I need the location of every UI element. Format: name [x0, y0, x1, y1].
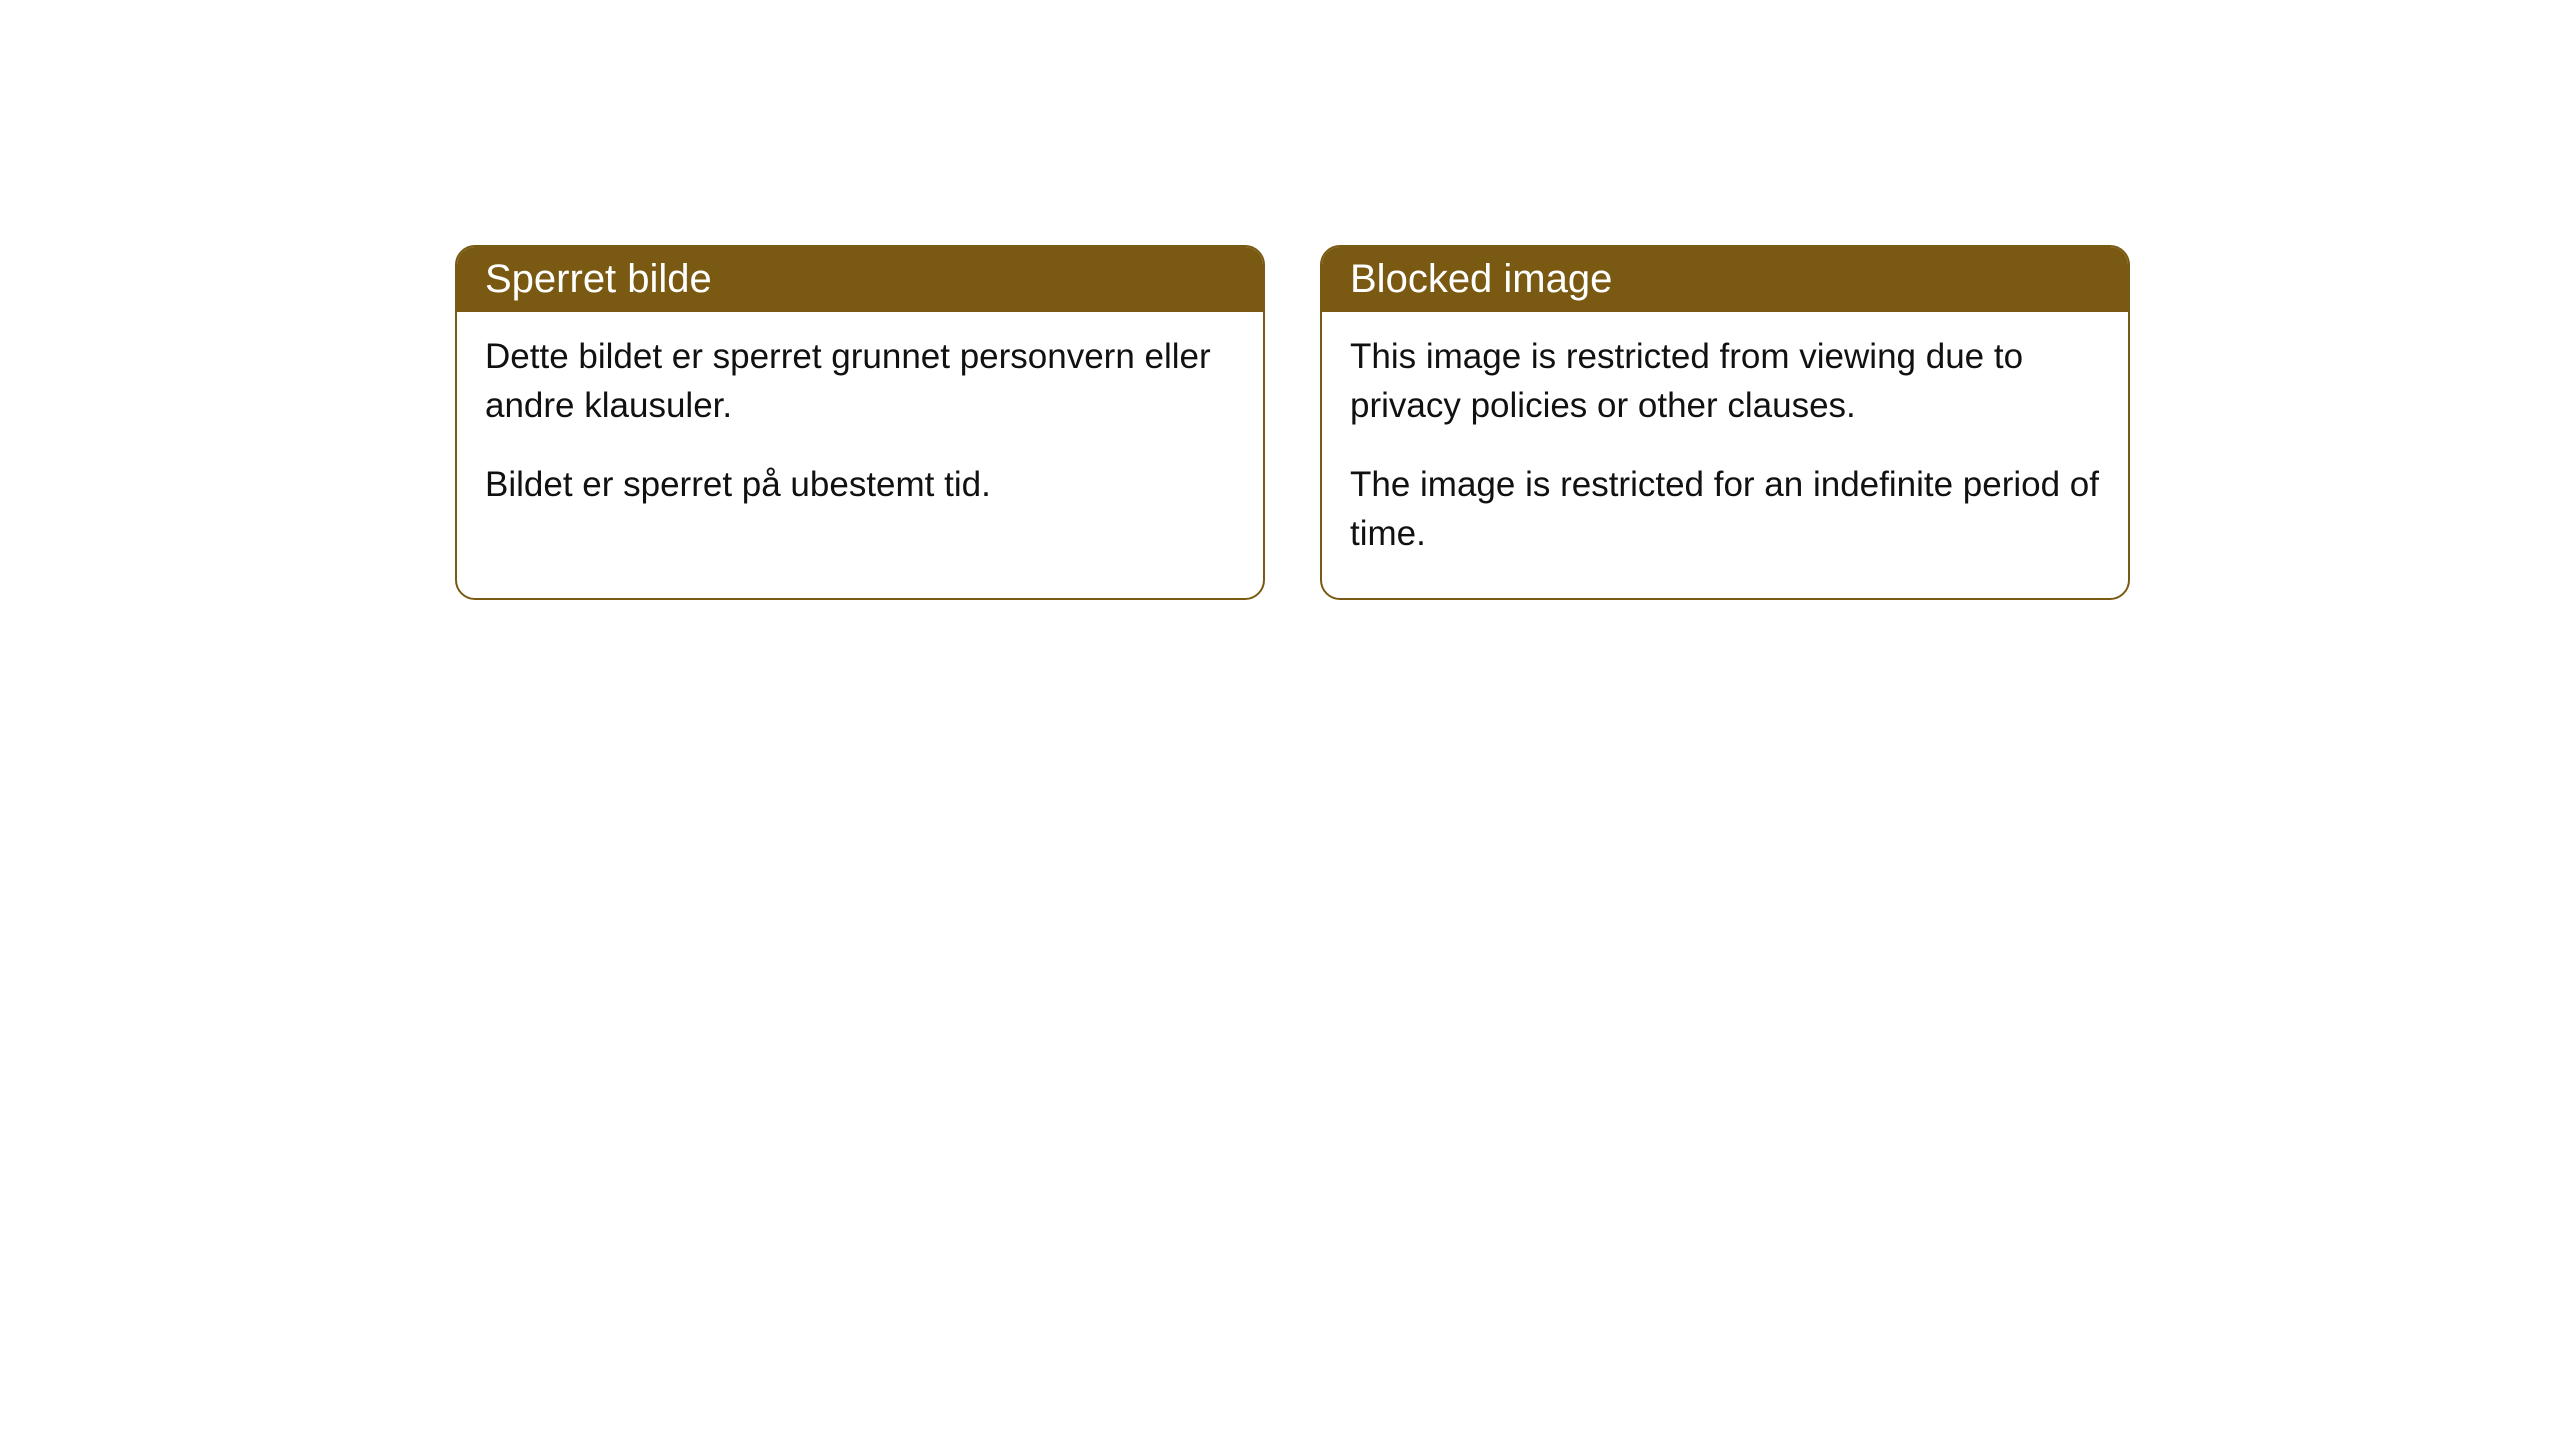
card-body: Dette bildet er sperret grunnet personve…: [457, 312, 1263, 549]
card-paragraph-2: The image is restricted for an indefinit…: [1350, 460, 2100, 558]
blocked-image-card-english: Blocked image This image is restricted f…: [1320, 245, 2130, 600]
cards-container: Sperret bilde Dette bildet er sperret gr…: [0, 0, 2560, 600]
card-paragraph-2: Bildet er sperret på ubestemt tid.: [485, 460, 1235, 509]
card-header: Blocked image: [1322, 247, 2128, 312]
card-paragraph-1: Dette bildet er sperret grunnet personve…: [485, 332, 1235, 430]
card-header: Sperret bilde: [457, 247, 1263, 312]
card-paragraph-1: This image is restricted from viewing du…: [1350, 332, 2100, 430]
blocked-image-card-norwegian: Sperret bilde Dette bildet er sperret gr…: [455, 245, 1265, 600]
card-title: Blocked image: [1350, 257, 1612, 301]
card-title: Sperret bilde: [485, 257, 712, 301]
card-body: This image is restricted from viewing du…: [1322, 312, 2128, 598]
